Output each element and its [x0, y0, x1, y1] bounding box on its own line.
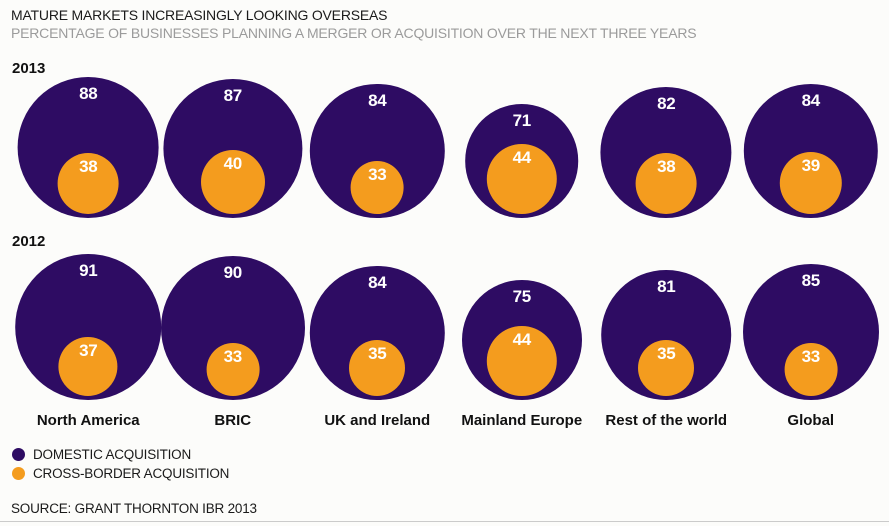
year-label-2012: 2012 [12, 233, 46, 250]
domestic-value: 71 [512, 111, 532, 131]
cross-border-circle: 38 [57, 153, 119, 214]
bubble-cell: 85 33 [739, 254, 884, 400]
domestic-legend-dot-icon [12, 448, 25, 461]
legend-item-cross-border: CROSS-BORDER ACQUISITION [12, 466, 229, 481]
cross-border-legend-dot-icon [12, 467, 25, 480]
bubble-cell: 84 39 [739, 77, 884, 218]
domestic-value: 84 [368, 272, 387, 292]
cross-border-value: 44 [512, 329, 532, 349]
category-label: Rest of the world [605, 412, 728, 429]
domestic-value: 90 [223, 263, 243, 282]
domestic-value: 82 [657, 93, 676, 113]
chart-title: MATURE MARKETS INCREASINGLY LOOKING OVER… [11, 7, 388, 23]
category-label: UK and Ireland [324, 412, 431, 429]
cross-border-value: 38 [79, 157, 98, 177]
cross-border-circle: 33 [350, 161, 404, 214]
cross-border-circle: 35 [638, 340, 695, 396]
cross-border-circle: 33 [206, 343, 260, 396]
cross-border-circle: 33 [784, 343, 838, 396]
cross-border-value: 37 [79, 340, 98, 360]
cross-border-circle: 39 [779, 151, 842, 214]
category-label: Global [787, 412, 835, 429]
bubble-cell: 75 44 [450, 254, 595, 400]
domestic-value: 88 [79, 84, 98, 104]
bubble-row-2013: 88 38 87 40 84 33 71 44 82 38 84 39 [16, 77, 883, 218]
cross-border-circle: 44 [486, 325, 557, 396]
bubble-cell: 87 40 [161, 77, 306, 218]
cross-border-circle: 35 [349, 340, 406, 396]
bubble-cell: 81 35 [594, 254, 739, 400]
domestic-value: 75 [512, 287, 532, 306]
bottom-divider [0, 521, 889, 522]
cross-border-circle: 38 [635, 153, 697, 214]
cross-border-value: 40 [223, 154, 243, 173]
cross-border-value: 33 [368, 165, 387, 185]
cross-border-value: 35 [657, 344, 676, 363]
cross-border-value: 38 [657, 157, 676, 177]
domestic-value: 87 [223, 85, 243, 105]
bubble-cell: 90 33 [160, 254, 306, 400]
legend-label: DOMESTIC ACQUISITION [33, 447, 192, 462]
cross-border-value: 39 [801, 155, 821, 175]
bubble-cell: 84 35 [305, 254, 450, 400]
cross-border-circle: 40 [200, 150, 265, 214]
bubble-cell: 91 37 [15, 254, 162, 400]
category-label: Mainland Europe [461, 412, 583, 429]
bubble-cell: 71 44 [450, 77, 595, 218]
bubble-row-2012: 91 37 90 33 84 35 75 44 81 35 85 33 [15, 254, 884, 400]
domestic-value: 81 [657, 277, 676, 297]
bubble-cell: 82 38 [594, 77, 739, 218]
cross-border-value: 33 [223, 347, 243, 367]
legend-label: CROSS-BORDER ACQUISITION [33, 466, 230, 481]
legend-item-domestic: DOMESTIC ACQUISITION [12, 447, 229, 462]
domestic-value: 91 [79, 261, 98, 281]
category-labels-row: North America BRIC UK and Ireland Mainland … [16, 412, 883, 429]
category-label: BRIC [214, 412, 252, 429]
cross-border-value: 35 [368, 344, 387, 363]
source-note: SOURCE: GRANT THORNTON IBR 2013 [11, 501, 257, 516]
bubble-cell: 88 38 [16, 77, 161, 218]
domestic-value: 85 [801, 271, 821, 290]
legend: DOMESTIC ACQUISITION CROSS-BORDER ACQUISI… [12, 447, 229, 485]
cross-border-circle: 44 [486, 143, 557, 214]
domestic-value: 84 [368, 90, 387, 110]
category-label: North America [36, 412, 140, 429]
bubble-cell: 84 33 [305, 77, 450, 218]
chart-subtitle: PERCENTAGE OF BUSINESSES PLANNING A MERG… [11, 25, 697, 41]
year-label-2013: 2013 [12, 60, 46, 77]
cross-border-value: 33 [801, 347, 821, 367]
domestic-value: 84 [801, 90, 821, 110]
cross-border-circle: 37 [58, 336, 118, 396]
cross-border-value: 44 [512, 147, 532, 167]
